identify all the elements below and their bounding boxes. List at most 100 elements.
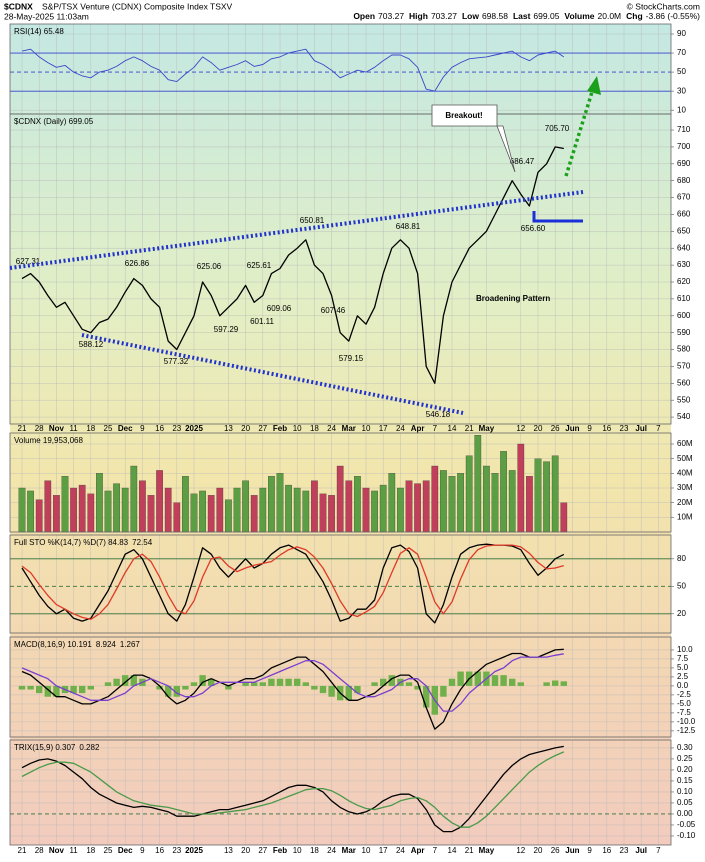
bar <box>225 499 232 533</box>
bar <box>164 487 172 533</box>
symbol: $CDNX <box>4 1 33 11</box>
x-tick-label: 16 <box>155 424 164 433</box>
x-tick-label: Jul <box>635 424 647 433</box>
panel-frame <box>9 739 672 846</box>
bar <box>388 675 395 686</box>
bar <box>345 480 353 533</box>
y-tick-label: 680 <box>677 176 691 185</box>
bar <box>53 495 60 533</box>
bar <box>233 487 241 533</box>
lower-trendline <box>81 333 464 415</box>
bar <box>113 678 120 686</box>
bar <box>483 465 490 533</box>
y-tick-label: 610 <box>677 294 691 303</box>
bar <box>336 465 344 533</box>
bar <box>431 465 439 533</box>
bar <box>414 483 421 533</box>
quote-value: 698.58 <box>482 11 508 21</box>
bar <box>414 685 421 690</box>
x-tick-label: 26 <box>551 846 560 855</box>
support-bracket <box>532 211 583 223</box>
bar <box>251 682 258 686</box>
x-tick-label: Mar <box>342 846 356 855</box>
bar <box>380 678 387 686</box>
price-label: 597.29 <box>214 325 239 334</box>
bar <box>457 473 464 533</box>
y-tick-label: 0.0 <box>677 681 689 690</box>
bar <box>268 678 275 686</box>
y-tick-label: 2.5 <box>677 672 689 681</box>
x-tick-label: 18 <box>310 846 319 855</box>
y-tick-label: 670 <box>677 193 691 202</box>
x-tick-label: 23 <box>172 846 181 855</box>
bar <box>104 490 112 533</box>
x-tick-label: May <box>479 846 495 855</box>
y-tick-label: 7.5 <box>677 654 689 663</box>
x-tick-label: 9 <box>587 424 592 433</box>
series-line <box>21 146 564 384</box>
legend-entry: Volume 19,953,068 <box>14 436 83 445</box>
series-line <box>21 648 564 730</box>
price-label: 609.06 <box>267 304 292 313</box>
x-tick-label: 25 <box>104 424 113 433</box>
price-label: 686.47 <box>510 157 535 166</box>
y-tick-label: 710 <box>677 125 691 134</box>
bar <box>190 682 198 686</box>
bar <box>311 685 318 690</box>
bar <box>552 680 559 686</box>
y-tick-label: -0.10 <box>677 831 696 840</box>
price-label: 625.06 <box>197 262 222 271</box>
x-tick-label: 17 <box>379 846 388 855</box>
bar <box>242 480 249 533</box>
price-label: 546.18 <box>426 410 451 419</box>
bar <box>216 487 224 533</box>
quote-value: 703.27 <box>431 11 457 21</box>
y-tick-label: 560 <box>677 378 691 387</box>
price-label: 579.15 <box>339 354 364 363</box>
series-line <box>21 745 564 833</box>
bar <box>18 487 26 533</box>
price-label: 627.31 <box>16 257 41 266</box>
bar <box>371 490 378 533</box>
bar <box>293 487 301 533</box>
bar <box>379 484 387 533</box>
bar <box>509 678 516 686</box>
bar <box>345 685 352 701</box>
x-tick-label: 11 <box>69 846 78 855</box>
bar <box>440 685 447 697</box>
y-tick-label: 0.20 <box>677 765 693 774</box>
bar <box>560 502 568 533</box>
y-tick-label: 0.10 <box>677 787 693 796</box>
quote-label: Chg <box>626 11 643 21</box>
y-tick-label: 570 <box>677 362 691 371</box>
bar <box>465 455 473 533</box>
bar <box>27 490 34 533</box>
x-tick-label: 7 <box>656 846 661 855</box>
x-tick-label: 14 <box>448 424 457 433</box>
bar <box>422 480 430 533</box>
bar <box>319 685 327 694</box>
price-label: 650.81 <box>300 216 325 225</box>
bar <box>534 458 542 533</box>
x-tick-label: 7 <box>433 846 438 855</box>
price-label: 656.60 <box>521 224 546 233</box>
bar <box>36 685 43 694</box>
x-tick-label: 27 <box>258 846 267 855</box>
x-tick-label: 20 <box>534 424 543 433</box>
bar <box>491 675 499 686</box>
source: © StockCharts.com <box>627 1 700 11</box>
y-tick-label: 40M <box>677 468 693 477</box>
bar <box>268 476 275 533</box>
bar <box>44 480 52 533</box>
legend-entry: Full STO %K(14,7) %D(7) 84.83 <box>14 538 129 547</box>
bar <box>208 678 215 686</box>
legend-entry: TRIX(15,9) 0.307 <box>14 743 76 752</box>
x-tick-label: 13 <box>224 424 233 433</box>
security-name: S&P/TSX Venture (CDNX) Composite Index T… <box>42 1 233 11</box>
x-tick-label: 7 <box>433 424 438 433</box>
x-tick-label: 28 <box>35 424 44 433</box>
bar <box>551 455 559 533</box>
y-tick-label: 660 <box>677 210 691 219</box>
bar <box>302 682 309 686</box>
